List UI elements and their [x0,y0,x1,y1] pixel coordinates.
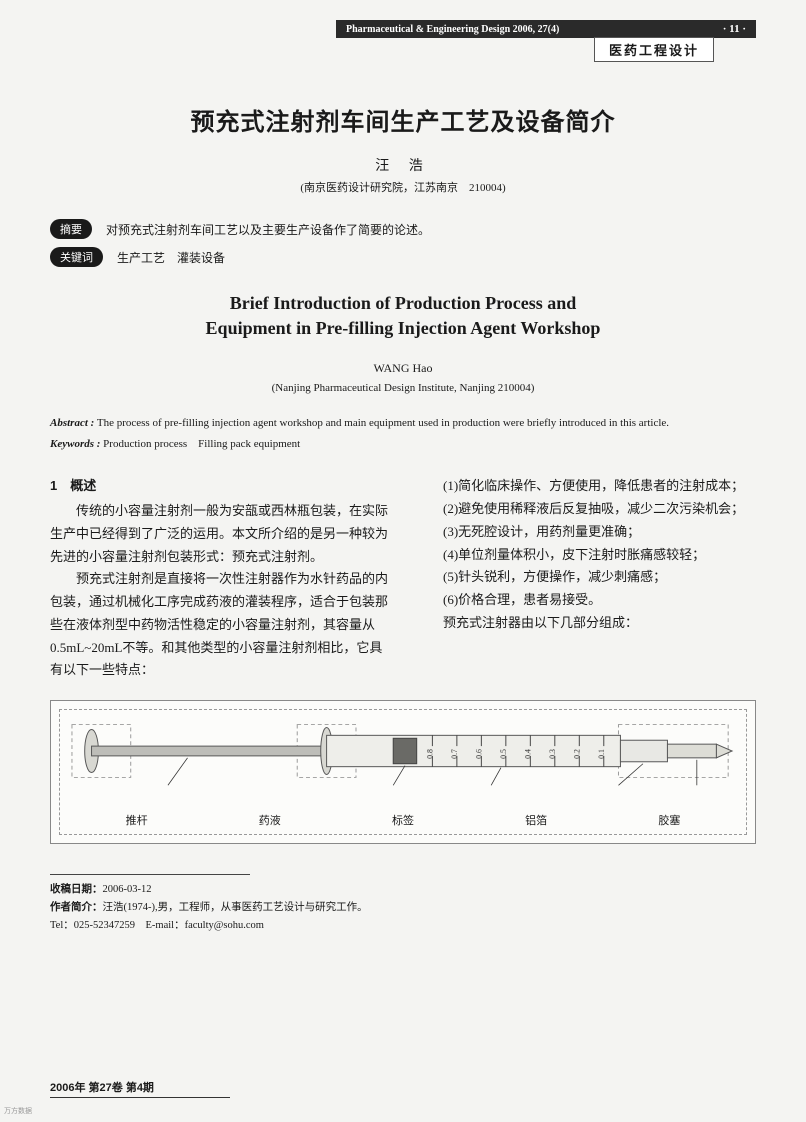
fig-label-5: 胶塞 [658,812,680,828]
abstract-text-cn: 对预充式注射剂车间工艺以及主要生产设备作了简要的论述。 [106,221,430,238]
abstract-en-label: Abstract : [50,417,94,429]
body-columns: 1 概述 传统的小容量注射剂一般为安瓿或西林瓶包装，在实际生产中已经得到了广泛的… [50,475,756,682]
item-7: 预充式注射器由以下几部分组成： [417,612,756,635]
keywords-en-label: Keywords : [50,438,100,450]
item-5: (5)针头锐利，方便操作，减少刺痛感； [417,566,756,589]
item-2: (2)避免使用稀释液后反复抽吸，减少二次污染机会； [417,498,756,521]
affiliation-chinese: (南京医药设计研究院，江苏南京 210004) [50,179,756,195]
title-english-2: Equipment in Pre-filling Injection Agent… [50,318,756,339]
footer-rule [50,874,250,875]
fig-label-4: 铝箔 [525,812,547,828]
fig-label-2: 药液 [259,812,281,828]
abstract-english: Abstract : The process of pre-filling in… [50,416,756,431]
right-column: (1)简化临床操作、方便使用，降低患者的注射成本； (2)避免使用稀释液后反复抽… [417,475,756,682]
tel-label: Tel： [50,920,74,931]
item-1: (1)简化临床操作、方便使用，降低患者的注射成本； [417,475,756,498]
svg-text:0.6: 0.6 [474,749,483,759]
abstract-row-cn: 摘要 对预充式注射剂车间工艺以及主要生产设备作了简要的论述。 [50,219,756,239]
item-3: (3)无死腔设计，用药剂量更准确； [417,521,756,544]
email-label: E-mail： [146,920,185,931]
journal-sub: 医药工程设计 [594,37,714,62]
svg-text:0.4: 0.4 [523,749,532,759]
received-line: 收稿日期：2006-03-12 [50,881,756,899]
svg-text:0.2: 0.2 [572,749,581,759]
figure-dashed-frame: 0.1 0.2 0.3 0.4 0.5 0.6 0.7 0.8 推杆 药液 标签 铝箔 [59,709,747,835]
author-chinese: 汪 浩 [50,155,756,175]
fig-label-3: 标签 [392,812,414,828]
abstract-label-cn: 摘要 [50,219,92,239]
figure-labels: 推杆 药液 标签 铝箔 胶塞 [70,812,736,828]
title-chinese: 预充式注射剂车间生产工艺及设备简介 [50,102,756,137]
para-1: 传统的小容量注射剂一般为安瓿或西林瓶包装，在实际生产中已经得到了广泛的运用。本文… [50,500,389,568]
journal-bar: Pharmaceutical & Engineering Design 2006… [336,20,756,38]
email-value: faculty@sohu.com [185,920,264,931]
syringe-svg: 0.1 0.2 0.3 0.4 0.5 0.6 0.7 0.8 [70,716,736,786]
svg-text:0.3: 0.3 [548,749,557,759]
bio-line: 作者简介：汪浩(1974-),男，工程师，从事医药工艺设计与研究工作。 [50,899,756,917]
affiliation-english: (Nanjing Pharmaceutical Design Institute… [50,382,756,394]
author-english: WANG Hao [50,361,756,376]
section-1-heading: 1 概述 [50,475,389,498]
item-4: (4)单位剂量体积小，皮下注射时胀痛感较轻； [417,544,756,567]
item-6: (6)价格合理，患者易接受。 [417,589,756,612]
contact-line: Tel：025-52347259 E-mail：faculty@sohu.com [50,917,756,935]
received-date: 2006-03-12 [103,884,152,895]
footer-block: 收稿日期：2006-03-12 作者简介：汪浩(1974-),男，工程师，从事医… [50,881,756,935]
page-number: · 11 · [723,23,746,35]
syringe-drawing: 0.1 0.2 0.3 0.4 0.5 0.6 0.7 0.8 [70,716,736,786]
received-label: 收稿日期： [50,884,103,895]
left-column: 1 概述 传统的小容量注射剂一般为安瓿或西林瓶包装，在实际生产中已经得到了广泛的… [50,475,389,682]
para-2: 预充式注射剂是直接将一次性注射器作为水针药品的内包装，通过机械化工序完成药液的灌… [50,568,389,682]
bottom-issue: 2006年 第27卷 第4期 [50,1079,230,1098]
svg-text:0.8: 0.8 [425,749,434,759]
syringe-figure: 0.1 0.2 0.3 0.4 0.5 0.6 0.7 0.8 推杆 药液 标签 铝箔 [50,700,756,844]
svg-text:0.1: 0.1 [597,749,606,759]
tel-value: 025-52347259 [74,920,135,931]
abstract-en-text: The process of pre-filling injection age… [97,417,669,429]
svg-text:0.7: 0.7 [450,749,459,759]
bio-text: 汪浩(1974-),男，工程师，从事医药工艺设计与研究工作。 [103,902,368,913]
keywords-english: Keywords : Production process Filling pa… [50,435,756,451]
fig-label-1: 推杆 [126,812,148,828]
keywords-label-cn: 关键词 [50,247,103,267]
keywords-row-cn: 关键词 生产工艺 灌装设备 [50,247,756,267]
keywords-en-text: Production process Filling pack equipmen… [103,438,300,450]
title-english-1: Brief Introduction of Production Process… [50,293,756,314]
bio-label: 作者简介： [50,902,103,913]
page-header: Pharmaceutical & Engineering Design 2006… [50,20,756,62]
keywords-text-cn: 生产工艺 灌装设备 [117,249,225,266]
watermark: 万方数据 [4,1106,32,1116]
journal-name: Pharmaceutical & Engineering Design 2006… [346,24,559,35]
svg-text:0.5: 0.5 [499,749,508,759]
